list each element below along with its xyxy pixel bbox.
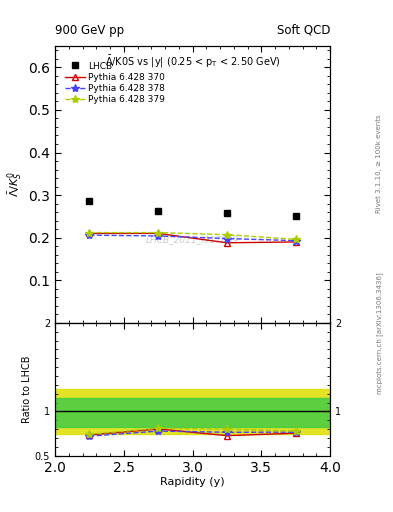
Bar [55,389,330,434]
Text: Soft QCD: Soft QCD [277,24,330,37]
Pythia 6.428 370 [293,239,298,245]
Text: mcplots.cern.ch [arXiv:1306.3436]: mcplots.cern.ch [arXiv:1306.3436] [376,272,383,394]
Pythia 6.428 378 [225,236,230,242]
Line: Pythia 6.428 378: Pythia 6.428 378 [85,231,300,245]
Text: Rivet 3.1.10, ≥ 100k events: Rivet 3.1.10, ≥ 100k events [376,115,382,213]
Text: $\bar{\Lambda}$/K0S vs |y| (0.25 < p$_\mathregular{T}$ < 2.50 GeV): $\bar{\Lambda}$/K0S vs |y| (0.25 < p$_\m… [105,54,281,71]
Text: LHCB_2011_I917009: LHCB_2011_I917009 [146,236,239,244]
Pythia 6.428 370 [156,230,161,237]
Legend: LHCB, Pythia 6.428 370, Pythia 6.428 378, Pythia 6.428 379: LHCB, Pythia 6.428 370, Pythia 6.428 378… [61,58,169,108]
Pythia 6.428 379 [225,231,230,238]
Y-axis label: $\bar{\Lambda}/K^0_S$: $\bar{\Lambda}/K^0_S$ [6,172,26,197]
Pythia 6.428 378 [87,232,92,238]
X-axis label: Rapidity (y): Rapidity (y) [160,477,225,487]
Text: 900 GeV pp: 900 GeV pp [55,24,124,37]
Pythia 6.428 379 [87,229,92,236]
Line: LHCB: LHCB [86,198,299,219]
Bar [55,398,330,428]
Line: Pythia 6.428 370: Pythia 6.428 370 [86,230,299,246]
LHCB [225,209,230,216]
LHCB [87,198,92,204]
Pythia 6.428 378 [293,238,298,244]
Pythia 6.428 370 [225,240,230,246]
Line: Pythia 6.428 379: Pythia 6.428 379 [85,228,300,244]
Y-axis label: Ratio to LHCB: Ratio to LHCB [22,355,32,423]
Pythia 6.428 370 [87,230,92,237]
LHCB [293,212,298,219]
Pythia 6.428 379 [156,229,161,236]
LHCB [156,208,161,215]
Pythia 6.428 378 [156,233,161,239]
Pythia 6.428 379 [293,237,298,243]
